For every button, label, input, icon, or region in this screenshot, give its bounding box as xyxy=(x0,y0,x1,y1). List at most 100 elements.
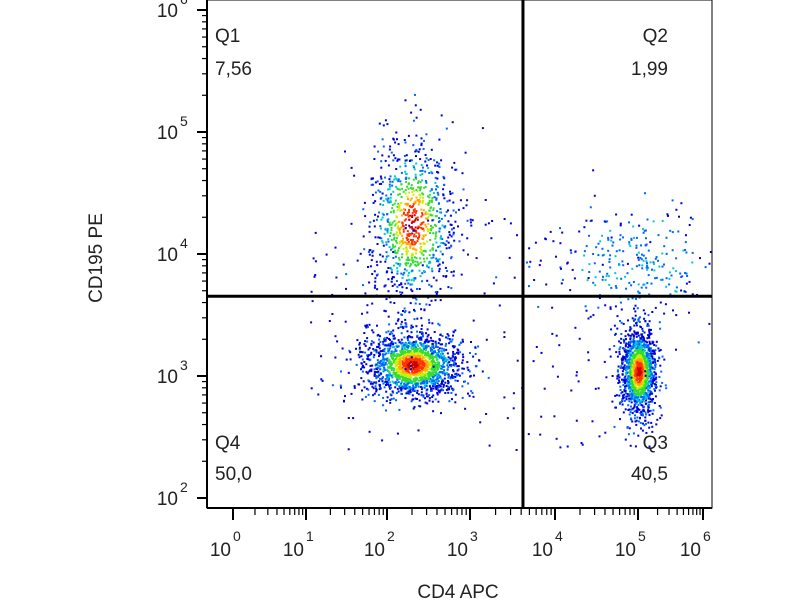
event-dot xyxy=(378,344,381,347)
event-dot xyxy=(400,351,403,354)
event-dot xyxy=(628,329,631,332)
event-dot xyxy=(410,331,413,334)
event-dot xyxy=(645,266,648,269)
event-dot xyxy=(383,285,386,288)
event-dot xyxy=(426,265,428,268)
event-dot xyxy=(473,374,475,377)
event-dot xyxy=(371,254,374,257)
event-dot xyxy=(624,380,627,383)
event-dot xyxy=(404,226,407,229)
event-dot xyxy=(408,374,411,377)
event-dot xyxy=(312,257,315,260)
event-dot xyxy=(648,445,651,448)
event-dot xyxy=(644,320,647,322)
event-dot xyxy=(648,340,651,343)
event-dot xyxy=(642,228,644,231)
event-dot xyxy=(373,225,376,228)
event-dot xyxy=(374,280,377,283)
event-dot xyxy=(439,227,442,230)
event-dot xyxy=(604,304,607,307)
event-dot xyxy=(454,393,457,396)
event-dot xyxy=(391,247,394,250)
event-dot xyxy=(455,351,458,354)
event-dot xyxy=(363,248,366,251)
event-dot xyxy=(573,277,576,280)
event-dot xyxy=(416,391,419,394)
event-dot xyxy=(445,348,448,351)
event-dot xyxy=(424,359,427,362)
event-dot xyxy=(434,350,436,353)
event-dot xyxy=(432,340,435,343)
event-dot xyxy=(437,171,440,174)
event-dot xyxy=(377,393,380,396)
event-dot xyxy=(644,385,646,387)
event-dot xyxy=(428,209,431,212)
event-dot xyxy=(395,231,398,234)
event-dot xyxy=(639,363,642,366)
event-dot xyxy=(391,285,394,287)
event-dot xyxy=(371,364,374,367)
event-dot xyxy=(425,203,427,206)
event-dot xyxy=(422,349,424,352)
event-dot xyxy=(389,201,392,204)
event-dot xyxy=(545,283,548,286)
event-dot xyxy=(432,365,435,368)
event-dot xyxy=(649,261,652,264)
event-dot xyxy=(412,348,415,351)
event-dot xyxy=(410,373,413,376)
event-dot xyxy=(623,399,626,402)
event-dot xyxy=(599,240,602,243)
event-dot xyxy=(633,330,636,333)
event-dot xyxy=(447,388,450,391)
event-dot xyxy=(443,183,446,186)
event-dot xyxy=(543,387,546,390)
event-dot xyxy=(406,185,408,188)
event-dot xyxy=(682,249,685,252)
event-dot xyxy=(410,400,413,403)
event-dot xyxy=(391,374,394,377)
event-dot xyxy=(426,230,429,233)
event-dot xyxy=(396,267,399,270)
event-dot xyxy=(394,177,397,180)
event-dot xyxy=(411,256,414,259)
event-dot xyxy=(407,282,410,285)
event-dot xyxy=(364,215,367,218)
event-dot xyxy=(434,351,437,354)
event-dot xyxy=(376,359,379,362)
event-dot xyxy=(534,241,537,244)
event-dot xyxy=(409,233,412,236)
event-dot xyxy=(420,308,423,311)
event-dot xyxy=(439,389,442,392)
event-dot xyxy=(383,232,386,235)
event-dot xyxy=(435,385,438,387)
event-dot xyxy=(434,398,437,401)
event-dot xyxy=(409,391,412,394)
event-dot xyxy=(374,385,377,388)
event-dot xyxy=(361,358,364,361)
event-dot xyxy=(394,373,397,375)
event-dot xyxy=(386,382,389,385)
event-dot xyxy=(448,199,451,202)
event-dot xyxy=(416,389,419,392)
event-dot xyxy=(381,180,384,183)
event-dot xyxy=(633,236,635,239)
event-dot xyxy=(621,370,624,373)
event-dot xyxy=(624,387,627,390)
event-dot xyxy=(440,114,443,117)
event-dot xyxy=(433,196,436,199)
event-dot xyxy=(419,261,422,264)
event-dot xyxy=(630,392,633,394)
event-dot xyxy=(390,374,393,377)
event-dot xyxy=(415,382,417,385)
event-dot xyxy=(439,385,442,388)
event-dot xyxy=(447,391,450,394)
event-dot xyxy=(387,358,390,361)
event-dot xyxy=(398,377,401,380)
event-dot xyxy=(558,344,561,347)
event-dot xyxy=(647,410,650,413)
event-dot xyxy=(449,385,452,388)
event-dot xyxy=(446,368,449,371)
event-dot xyxy=(588,263,591,266)
event-dot xyxy=(450,256,453,259)
event-dot xyxy=(452,389,454,392)
